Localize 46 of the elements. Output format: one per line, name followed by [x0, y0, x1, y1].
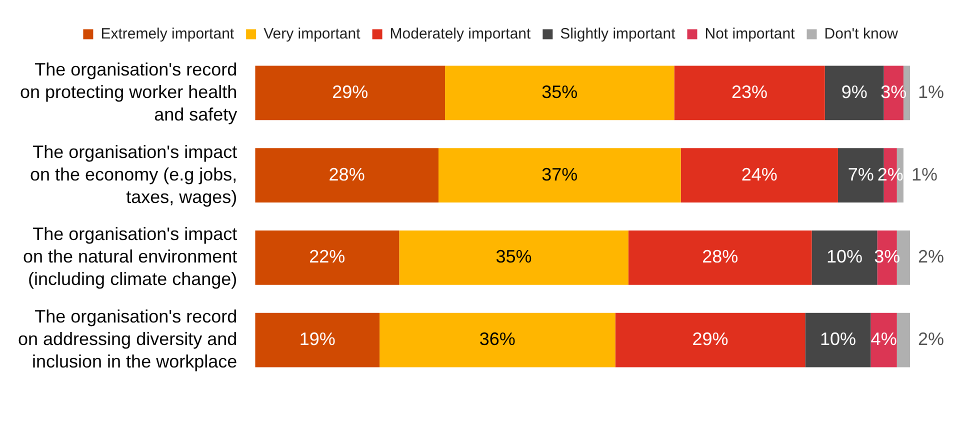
y-tick-label: The organisation's record on addressing diversity and inclusion in the workplace [18, 306, 238, 372]
bar [438, 148, 681, 202]
data-label: 36% [479, 329, 516, 350]
bar [445, 66, 674, 120]
data-label: 22% [309, 246, 346, 267]
data-label: 10% [826, 246, 863, 267]
bar [255, 312, 380, 368]
bar [255, 148, 438, 202]
data-label: 10% [820, 329, 856, 350]
bar [870, 312, 897, 368]
bar [896, 312, 910, 368]
data-label: 1% [918, 82, 944, 102]
bar [628, 230, 812, 285]
bar [380, 312, 616, 368]
data-label: 35% [542, 82, 578, 102]
legend-label: Extremely important [100, 25, 235, 42]
data-label: 23% [732, 82, 768, 102]
data-label: 28% [328, 164, 365, 184]
data-label: 4% [870, 329, 897, 350]
data-label: 1% [911, 164, 938, 184]
data-label: 24% [741, 164, 778, 184]
y-tick-label: The organisation's impact on the natural environment (including climate change) [22, 224, 238, 290]
data-label: 29% [332, 82, 368, 102]
data-label: 9% [841, 82, 868, 102]
bar [615, 312, 806, 368]
legend-label: Very important [264, 25, 362, 42]
data-label: 29% [692, 329, 728, 350]
data-label: 2% [918, 246, 944, 267]
data-label: 28% [702, 246, 738, 267]
legend-label: Not important [704, 25, 796, 42]
data-label: 19% [299, 329, 336, 350]
legend-label: Moderately important [390, 25, 532, 42]
bar [674, 66, 825, 120]
bar [805, 312, 871, 368]
data-label: 35% [496, 246, 532, 267]
bar [255, 66, 446, 120]
bar [680, 148, 838, 202]
bar [399, 230, 628, 285]
legend-label: Don't know [824, 25, 898, 42]
bar [255, 230, 400, 285]
y-tick-label: The organisation's impact on the economy (e.g jobs, taxes, wages) [30, 142, 238, 207]
data-label: 37% [542, 164, 578, 184]
legend-label: Slightly important [560, 25, 676, 42]
y-tick-label: The organisation's record on protecting worker health and safety [20, 59, 238, 124]
data-label: 7% [848, 164, 874, 184]
data-label: 2% [918, 329, 944, 350]
